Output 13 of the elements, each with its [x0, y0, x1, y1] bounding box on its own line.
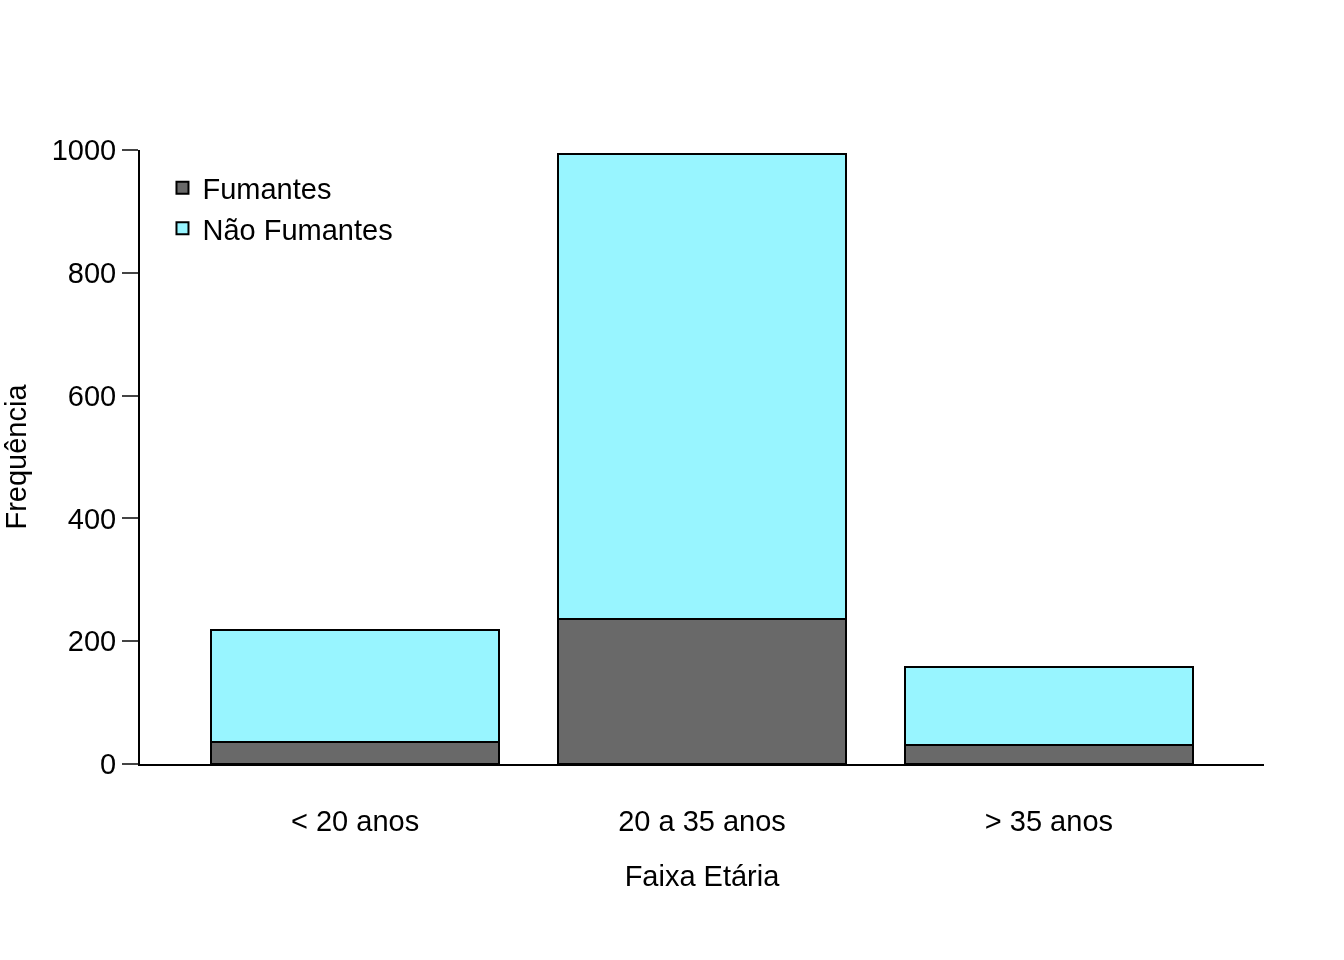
y-tick-label: 1000	[51, 134, 117, 167]
y-tick-label: 0	[100, 748, 117, 781]
x-axis-title: Faixa Etária	[624, 860, 781, 893]
y-axis-title: Frequência	[0, 383, 32, 530]
legend-label: Não Fumantes	[202, 213, 393, 246]
y-tick-label: 600	[67, 379, 117, 412]
x-tick-label: > 35 anos	[984, 804, 1114, 837]
y-tick-label: 800	[67, 256, 117, 289]
x-tick-label: < 20 anos	[290, 804, 420, 837]
y-tick-label: 200	[67, 625, 117, 658]
legend-label: Fumantes	[202, 172, 332, 205]
x-tick-label: 20 a 35 anos	[618, 804, 786, 837]
y-tick-label: 400	[67, 502, 117, 535]
